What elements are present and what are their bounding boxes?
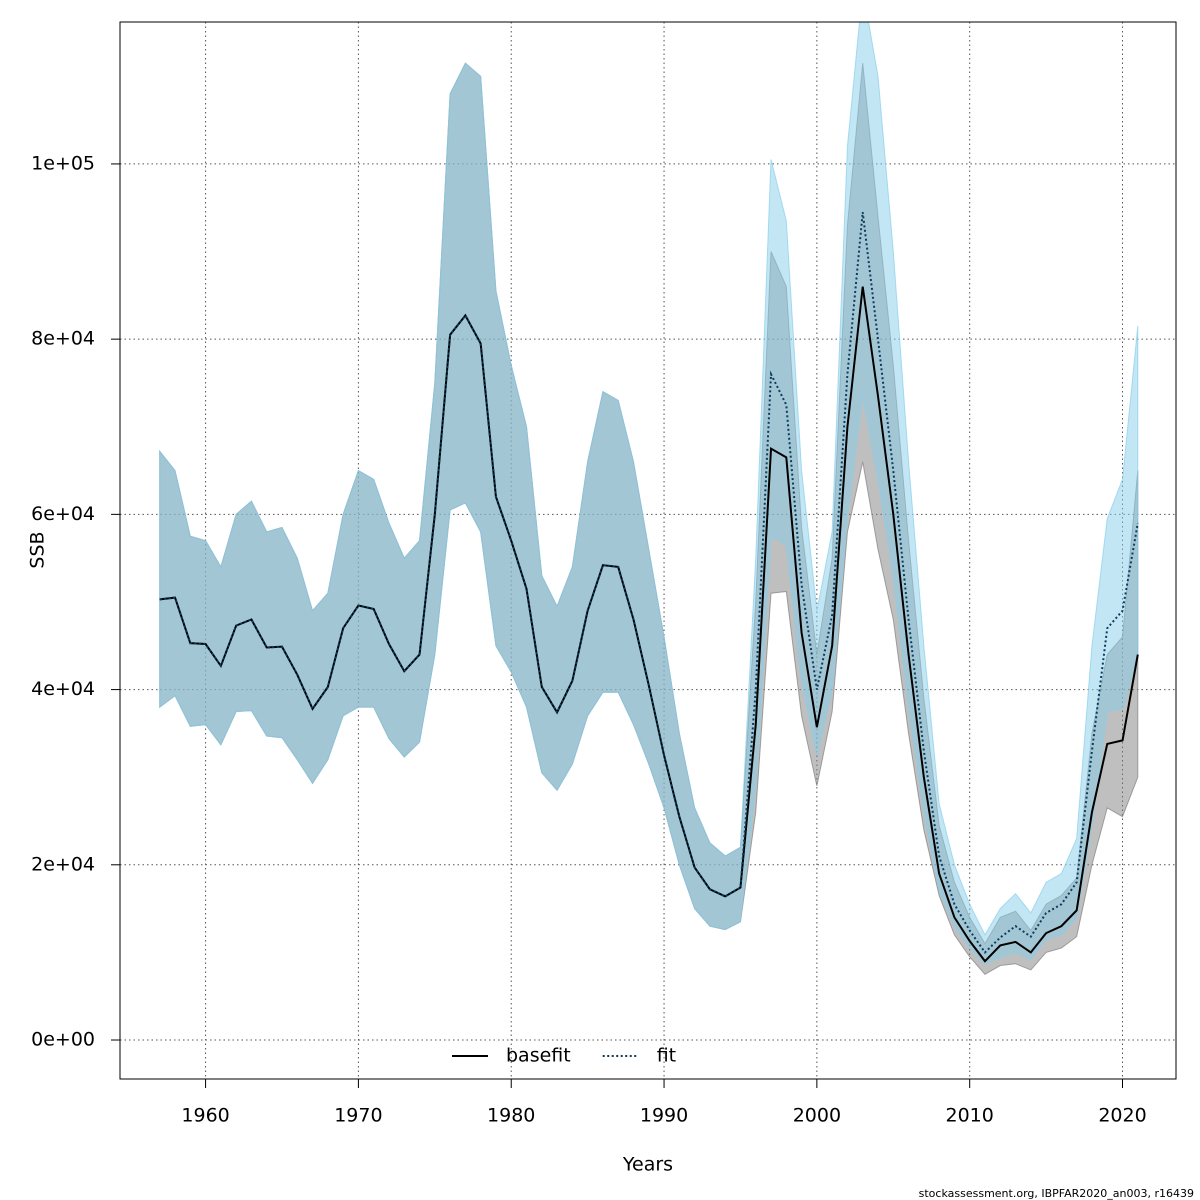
x-tick-label: 1990: [640, 1105, 688, 1127]
series-line: [159, 211, 1139, 954]
confidence-band: [159, 62, 1139, 975]
x-tick-label: 1970: [334, 1105, 382, 1127]
caption: stockassessment.org, IBPFAR2020_an003, r…: [919, 1187, 1194, 1200]
x-tick-label: 1980: [487, 1105, 535, 1127]
grid: [120, 22, 1176, 1079]
legend-label: fit: [657, 1045, 676, 1067]
plot-area: [159, 22, 1139, 975]
y-tick-label: 2e+04: [31, 853, 95, 875]
y-tick-label: 8e+04: [31, 328, 95, 350]
x-tick-label: 2020: [1098, 1105, 1146, 1127]
plot-frame: [119, 21, 1177, 1080]
y-tick-label: 1e+05: [31, 152, 95, 174]
y-tick-label: 0e+00: [31, 1029, 95, 1051]
legend-label: basefit: [506, 1045, 571, 1067]
x-tick-label: 2010: [946, 1105, 994, 1127]
y-tick-label: 6e+04: [31, 503, 95, 525]
y-tick-label: 4e+04: [31, 678, 95, 700]
x-tick-label: 2000: [793, 1105, 841, 1127]
y-axis-label: SSB: [27, 531, 49, 568]
x-tick-label: 1960: [181, 1105, 229, 1127]
axes: 1960 1970 1980 1990 2000 2010 2020 0e+00 2e+04 4e…: [31, 152, 1147, 1126]
x-axis-label: Years: [622, 1154, 673, 1176]
legend: basefit fit: [452, 1045, 676, 1067]
confidence-band: [159, 22, 1139, 965]
